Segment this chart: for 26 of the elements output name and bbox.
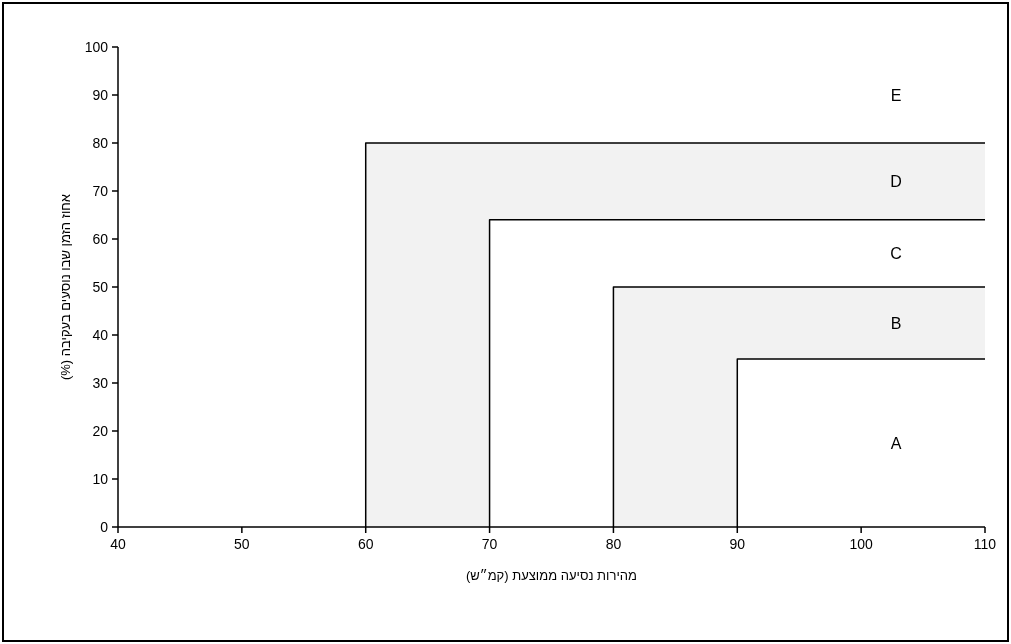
y-tick-label: 90 bbox=[92, 87, 109, 103]
annotation: E bbox=[890, 87, 902, 104]
x-tick-label: 40 bbox=[110, 536, 126, 552]
annotation: C bbox=[890, 245, 902, 263]
y-tick-label: 60 bbox=[92, 231, 109, 247]
annotation: B bbox=[890, 315, 902, 332]
annotation: D bbox=[890, 173, 902, 191]
y-tick-label: 40 bbox=[92, 327, 109, 343]
y-tick-label: 0 bbox=[100, 519, 109, 535]
x-tick-label: 100 bbox=[849, 536, 874, 552]
x-axis-title: מהירות נסיעה ממוצעת (קמ״ש) bbox=[466, 568, 637, 583]
y-tick-label: 70 bbox=[92, 183, 109, 199]
y-tick-label: 30 bbox=[92, 375, 109, 391]
y-tick-label: 50 bbox=[92, 279, 109, 295]
x-tick-label: 110 bbox=[973, 536, 997, 552]
x-tick-label: 60 bbox=[357, 536, 374, 552]
y-axis-title: אחוז הזמן שבו נוסעים בעקיבה (%) bbox=[58, 193, 73, 381]
x-tick-label: 50 bbox=[234, 536, 250, 552]
x-tick-label: 70 bbox=[481, 536, 498, 552]
x-tick-label: 80 bbox=[605, 536, 622, 552]
y-tick-label: 20 bbox=[92, 423, 109, 439]
x-tick-label: 90 bbox=[729, 536, 746, 552]
y-tick-label: 10 bbox=[92, 471, 109, 487]
y-tick-label: 100 bbox=[84, 39, 109, 55]
y-tick-label: 80 bbox=[92, 135, 109, 151]
annotation: A bbox=[890, 435, 902, 452]
